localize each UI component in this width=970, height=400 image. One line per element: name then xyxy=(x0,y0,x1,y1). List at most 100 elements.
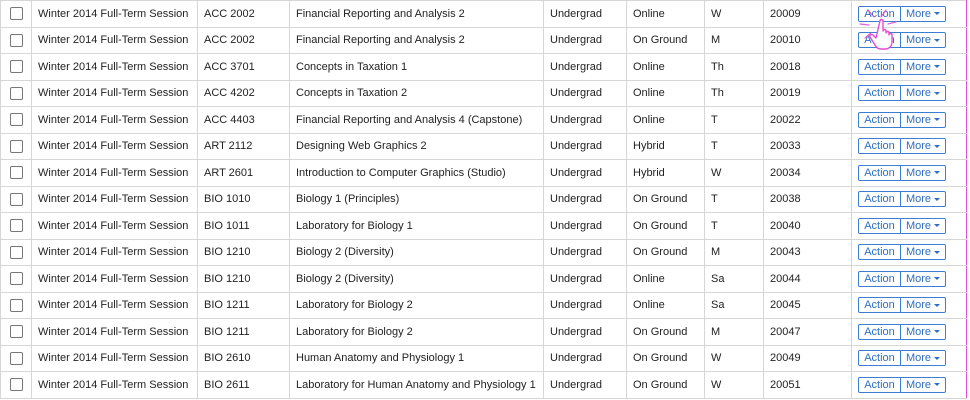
level-cell: Undergrad xyxy=(543,185,627,213)
row-select-cell xyxy=(0,185,32,213)
row-checkbox[interactable] xyxy=(9,86,23,100)
action-button[interactable]: Action xyxy=(858,32,901,49)
row-select-cell xyxy=(0,159,32,187)
more-dropdown-button[interactable]: More xyxy=(901,138,946,155)
course-title-cell: Biology 1 (Principles) xyxy=(289,185,544,213)
action-button[interactable]: Action xyxy=(858,138,901,155)
more-dropdown-button[interactable]: More xyxy=(901,32,946,49)
action-button[interactable]: Action xyxy=(858,5,901,22)
more-button-label: More xyxy=(905,7,932,20)
row-actions-cell: Action More xyxy=(851,318,967,346)
delivery-cell: Online xyxy=(626,0,705,28)
more-dropdown-button[interactable]: More xyxy=(901,297,946,314)
action-button-label: Action xyxy=(864,352,895,365)
row-actions-cell: Action More xyxy=(851,344,967,372)
caret-down-icon xyxy=(934,38,941,42)
crn-cell: 20044 xyxy=(763,265,852,293)
action-button[interactable]: Action xyxy=(858,217,901,234)
more-dropdown-button[interactable]: More xyxy=(901,85,946,102)
row-actions-cell: Action More xyxy=(851,53,967,81)
caret-down-icon xyxy=(934,224,941,228)
course-code-cell: BIO 1210 xyxy=(197,238,290,266)
caret-down-icon xyxy=(934,303,941,307)
row-select-cell xyxy=(0,238,32,266)
more-dropdown-button[interactable]: More xyxy=(901,217,946,234)
action-button[interactable]: Action xyxy=(858,164,901,181)
more-dropdown-button[interactable]: More xyxy=(901,270,946,287)
more-dropdown-button[interactable]: More xyxy=(901,111,946,128)
action-button[interactable]: Action xyxy=(858,85,901,102)
action-button[interactable]: Action xyxy=(858,376,901,393)
row-checkbox[interactable] xyxy=(9,7,23,21)
delivery-cell: On Ground xyxy=(626,238,705,266)
more-dropdown-button[interactable]: More xyxy=(901,323,946,340)
delivery-cell: Online xyxy=(626,106,705,134)
caret-down-icon xyxy=(934,65,941,69)
row-actions-button-group: Action More xyxy=(858,376,946,393)
row-checkbox[interactable] xyxy=(9,298,23,312)
more-dropdown-button[interactable]: More xyxy=(901,58,946,75)
more-dropdown-button[interactable]: More xyxy=(901,376,946,393)
row-checkbox[interactable] xyxy=(9,325,23,339)
day-cell: Th xyxy=(704,53,764,81)
row-checkbox[interactable] xyxy=(9,33,23,47)
row-select-cell xyxy=(0,132,32,160)
action-button-label: Action xyxy=(864,113,895,126)
row-checkbox[interactable] xyxy=(9,351,23,365)
action-button[interactable]: Action xyxy=(858,270,901,287)
caret-down-icon xyxy=(934,91,941,95)
course-code-cell: ART 2601 xyxy=(197,159,290,187)
term-cell: Winter 2014 Full-Term Session xyxy=(31,371,198,399)
more-button-label: More xyxy=(905,378,932,391)
delivery-cell: Online xyxy=(626,79,705,107)
row-checkbox[interactable] xyxy=(9,272,23,286)
action-button[interactable]: Action xyxy=(858,191,901,208)
more-dropdown-button[interactable]: More xyxy=(901,5,946,22)
crn-cell: 20040 xyxy=(763,212,852,240)
action-button[interactable]: Action xyxy=(858,323,901,340)
action-button[interactable]: Action xyxy=(858,350,901,367)
more-dropdown-button[interactable]: More xyxy=(901,244,946,261)
row-checkbox[interactable] xyxy=(9,60,23,74)
row-actions-button-group: Action More xyxy=(858,164,946,181)
table-row: Winter 2014 Full-Term Session BIO 2610 H… xyxy=(0,344,967,372)
row-actions-button-group: Action More xyxy=(858,323,946,340)
delivery-cell: On Ground xyxy=(626,371,705,399)
row-checkbox[interactable] xyxy=(9,192,23,206)
more-button-label: More xyxy=(905,272,932,285)
delivery-cell: Online xyxy=(626,265,705,293)
more-dropdown-button[interactable]: More xyxy=(901,191,946,208)
row-checkbox[interactable] xyxy=(9,245,23,259)
course-code-cell: BIO 1211 xyxy=(197,291,290,319)
caret-down-icon xyxy=(934,197,941,201)
term-cell: Winter 2014 Full-Term Session xyxy=(31,344,198,372)
row-actions-cell: Action More xyxy=(851,238,967,266)
row-checkbox[interactable] xyxy=(9,166,23,180)
course-title-cell: Laboratory for Biology 2 xyxy=(289,291,544,319)
course-title-cell: Financial Reporting and Analysis 2 xyxy=(289,26,544,54)
row-checkbox[interactable] xyxy=(9,378,23,392)
action-button-label: Action xyxy=(864,140,895,153)
row-checkbox[interactable] xyxy=(9,219,23,233)
action-button[interactable]: Action xyxy=(858,297,901,314)
more-dropdown-button[interactable]: More xyxy=(901,164,946,181)
row-actions-cell: Action More xyxy=(851,185,967,213)
more-button-label: More xyxy=(905,193,932,206)
term-cell: Winter 2014 Full-Term Session xyxy=(31,291,198,319)
more-dropdown-button[interactable]: More xyxy=(901,350,946,367)
row-checkbox[interactable] xyxy=(9,113,23,127)
action-button-label: Action xyxy=(864,272,895,285)
row-checkbox[interactable] xyxy=(9,139,23,153)
course-code-cell: BIO 2610 xyxy=(197,344,290,372)
action-button[interactable]: Action xyxy=(858,58,901,75)
course-title-cell: Financial Reporting and Analysis 4 (Caps… xyxy=(289,106,544,134)
level-cell: Undergrad xyxy=(543,79,627,107)
action-button[interactable]: Action xyxy=(858,111,901,128)
term-cell: Winter 2014 Full-Term Session xyxy=(31,212,198,240)
action-button-label: Action xyxy=(864,166,895,179)
table-row: Winter 2014 Full-Term Session BIO 1210 B… xyxy=(0,238,967,266)
day-cell: W xyxy=(704,159,764,187)
table-row: Winter 2014 Full-Term Session BIO 2611 L… xyxy=(0,371,967,399)
action-button[interactable]: Action xyxy=(858,244,901,261)
more-button-label: More xyxy=(905,166,932,179)
